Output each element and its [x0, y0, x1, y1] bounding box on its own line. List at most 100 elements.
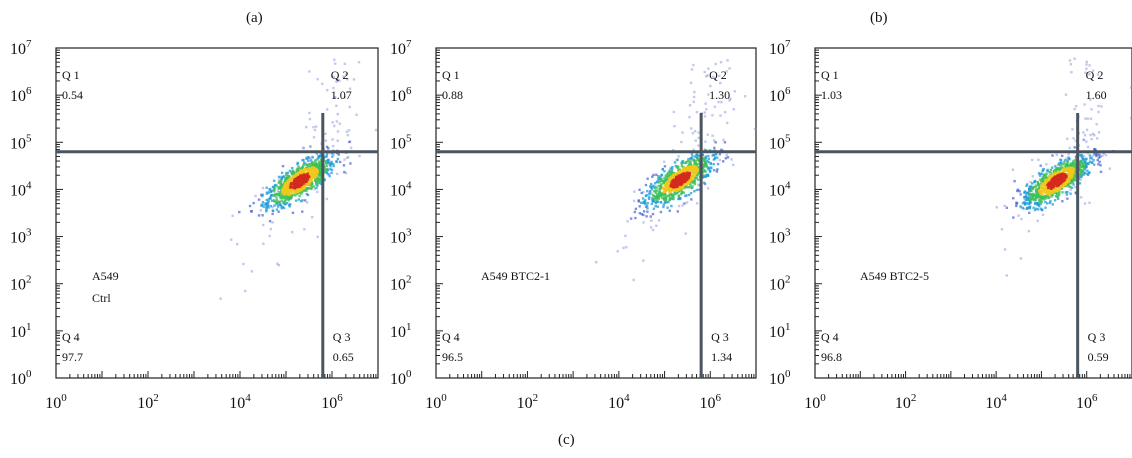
event-dot: [701, 153, 704, 157]
event-dot: [719, 114, 722, 117]
event-dot: [1083, 103, 1086, 106]
event-dot: [664, 186, 667, 190]
event-dot: [313, 168, 316, 171]
event-dot: [652, 207, 656, 210]
event-dot: [680, 140, 683, 144]
event-dot: [698, 188, 701, 191]
event-dot: [1019, 193, 1022, 196]
event-dot: [658, 191, 662, 194]
event-dot: [664, 184, 667, 187]
event-dot: [306, 156, 309, 159]
event-dot: [633, 210, 637, 214]
event-dot: [280, 179, 283, 183]
event-dot: [316, 157, 320, 160]
event-dot: [1041, 193, 1044, 196]
event-dot: [273, 204, 276, 207]
event-dot: [1062, 179, 1065, 183]
event-dot: [1059, 180, 1062, 184]
event-dot: [1023, 201, 1026, 204]
event-dot: [374, 128, 378, 132]
event-dot: [275, 203, 279, 206]
event-dot: [1071, 170, 1075, 174]
event-dot: [315, 183, 318, 186]
event-dot: [733, 90, 736, 93]
event-dot: [1070, 186, 1074, 189]
event-dot: [1084, 162, 1088, 166]
event-dot: [325, 108, 329, 111]
event-dot: [1037, 158, 1040, 161]
event-dot: [283, 193, 287, 196]
event-dot: [670, 204, 673, 208]
event-dot: [310, 177, 314, 181]
event-dot: [685, 184, 688, 188]
event-dot: [696, 154, 700, 158]
event-dot: [1097, 156, 1101, 159]
event-dot: [683, 170, 686, 174]
event-dot: [308, 172, 311, 175]
event-dot: [302, 146, 306, 150]
event-dot: [254, 194, 257, 198]
event-dot: [690, 174, 693, 178]
event-dot: [670, 182, 673, 186]
event-dot: [349, 146, 353, 150]
event-dot: [711, 134, 714, 137]
event-dot: [298, 167, 302, 170]
x-minor-ticks: [814, 371, 1131, 378]
event-dot: [303, 228, 306, 231]
event-dot: [679, 171, 682, 175]
event-dot: [267, 203, 270, 207]
event-dot: [692, 95, 696, 99]
event-dot: [316, 177, 319, 181]
event-dot: [269, 197, 272, 200]
event-dot: [689, 81, 693, 85]
event-dot: [655, 186, 658, 189]
event-dot: [288, 169, 292, 173]
event-dot: [709, 166, 712, 169]
event-dot: [713, 156, 717, 159]
event-dot: [304, 183, 307, 186]
event-dot: [1072, 137, 1075, 140]
event-dot: [1087, 171, 1091, 174]
event-dot: [1074, 104, 1078, 108]
sample-label: A549: [92, 269, 119, 283]
y-tick-label: 104: [769, 179, 791, 199]
event-dot: [1069, 185, 1072, 188]
quadrant-name: Q 2: [709, 68, 727, 82]
event-dot: [1099, 170, 1103, 174]
x-tick-label: 100: [804, 392, 826, 412]
event-dot: [655, 189, 659, 192]
event-dot: [1068, 158, 1071, 161]
event-dot: [650, 186, 653, 189]
event-dot: [1000, 228, 1004, 231]
event-dot: [282, 206, 286, 210]
event-dot: [335, 104, 338, 107]
event-dot: [1066, 197, 1069, 200]
event-dot: [337, 153, 340, 156]
event-dot: [671, 181, 674, 185]
event-dot: [1073, 107, 1076, 111]
event-dot: [661, 191, 664, 195]
event-dot: [678, 186, 681, 189]
event-dot: [280, 178, 283, 181]
event-dot: [325, 145, 329, 149]
event-dot: [712, 139, 716, 142]
event-dot: [667, 194, 670, 198]
event-dot: [679, 178, 683, 181]
event-dot: [291, 173, 294, 176]
y-tick-label: 102: [390, 274, 412, 294]
event-dot: [666, 206, 669, 209]
event-dot: [312, 176, 315, 179]
event-dot: [286, 179, 290, 183]
event-dot: [677, 166, 680, 170]
event-dot: [1024, 198, 1027, 202]
event-dot: [1061, 180, 1064, 183]
event-dot: [316, 176, 320, 179]
quadrant-value: 97.7: [62, 350, 83, 364]
event-dot: [663, 165, 667, 168]
event-dot: [1021, 206, 1025, 210]
event-dot: [307, 156, 311, 159]
event-dot: [714, 62, 717, 66]
event-dot: [332, 153, 335, 157]
event-dot: [1049, 176, 1052, 180]
event-dot: [1016, 189, 1019, 193]
